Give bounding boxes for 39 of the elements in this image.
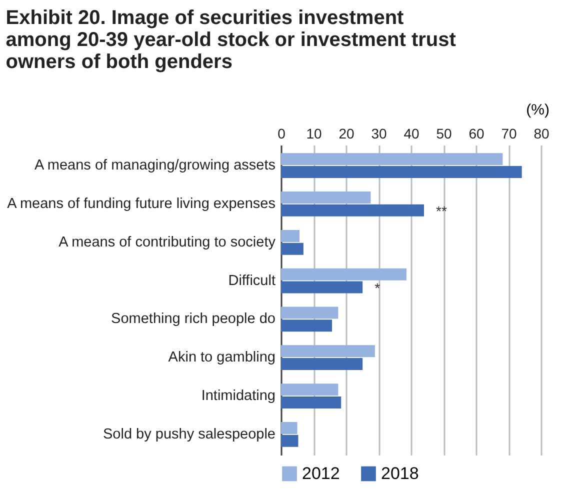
bar: [281, 306, 338, 319]
x-tick-label: 10: [306, 126, 322, 142]
bar: [281, 242, 304, 255]
bar: [281, 230, 300, 242]
y-tick-label: Something rich people do: [111, 311, 276, 328]
x-tick-label: 50: [436, 126, 452, 142]
y-tick-label: Sold by pushy salespeople: [102, 426, 276, 442]
x-tick-label: 20: [338, 126, 354, 142]
bar: [281, 320, 332, 332]
y-tick-label: Intimidating: [201, 388, 276, 404]
bar: [281, 384, 338, 396]
bar: [281, 166, 522, 178]
y-tick-label: A means of funding future living expenses: [7, 196, 276, 212]
y-tick-label: Akin to gambling: [168, 350, 276, 366]
x-tick-label: 0: [278, 126, 286, 142]
chart-title: Exhibit 20. Image of securities investment among 20-39 year-old stock or investment trust owners of both genders: [6, 7, 456, 73]
bar: [281, 153, 503, 166]
annotation: *: [374, 280, 381, 296]
legend-label: 2012: [302, 464, 340, 483]
y-tick-label: Difficult: [228, 272, 276, 289]
x-tick-label: 60: [468, 126, 484, 142]
bar: [281, 281, 363, 294]
bar: [281, 422, 298, 434]
x-axis-title: (%): [526, 102, 550, 118]
bar: [281, 358, 363, 370]
y-tick-label: A means of contributing to society: [58, 234, 276, 250]
bar: [281, 396, 342, 408]
bar: [281, 345, 375, 358]
annotation: **: [436, 202, 448, 219]
x-tick-label: 70: [501, 126, 517, 142]
x-tick-label: 30: [371, 126, 387, 142]
x-tick-label: 80: [534, 126, 550, 142]
bar: [281, 434, 298, 447]
bar: [281, 204, 424, 216]
y-tick-label: A means of managing/growing assets: [34, 158, 276, 174]
bar: [281, 192, 371, 204]
legend-label: 2018: [381, 464, 419, 483]
bar: [281, 268, 406, 280]
x-tick-label: 40: [404, 126, 420, 142]
